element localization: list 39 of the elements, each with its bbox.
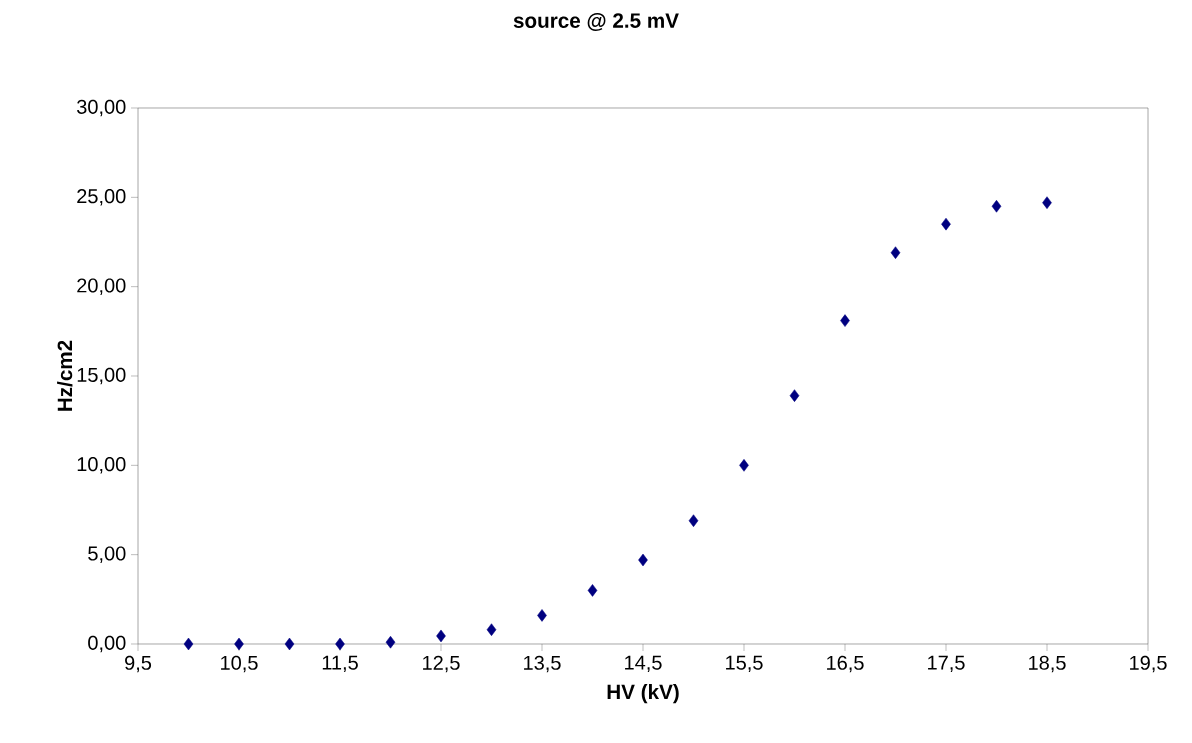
point <box>840 314 850 327</box>
y-tick-label: 25,00 <box>77 189 126 206</box>
y-axis-title: Hz/cm2 <box>57 340 73 411</box>
point <box>385 635 396 649</box>
point <box>183 637 194 651</box>
x-tick-label: 19,5 <box>1130 655 1167 673</box>
y-tick-label: 20,00 <box>77 278 126 295</box>
x-tick-label: 15,5 <box>726 655 763 673</box>
point <box>284 637 295 651</box>
x-tick-label: 16,5 <box>827 655 864 673</box>
point <box>486 623 497 636</box>
x-tick-label: 11,5 <box>322 655 358 673</box>
point <box>1042 196 1052 209</box>
point <box>991 199 1002 213</box>
x-tick-label: 12,5 <box>423 655 460 673</box>
y-tick-label: 15,00 <box>77 367 126 385</box>
chart-title: source @ 2.5 mV <box>513 13 679 31</box>
y-tick-label: 0,00 <box>88 635 126 653</box>
point <box>789 389 800 402</box>
point <box>234 637 244 651</box>
point <box>890 246 901 259</box>
y-tick-label: 30,00 <box>77 99 126 117</box>
x-tick-label: 10,5 <box>221 655 258 673</box>
x-tick-label: 13,5 <box>524 655 561 673</box>
y-tick-label: 10,00 <box>77 457 126 474</box>
x-tick-label: 14,5 <box>625 655 662 673</box>
x-axis-title: HV (kV) <box>607 684 679 704</box>
point <box>436 629 446 643</box>
point <box>638 553 648 567</box>
x-tick-label: 18,5 <box>1029 655 1066 673</box>
point <box>688 514 699 527</box>
y-tick-label: 5,00 <box>88 546 126 563</box>
point <box>587 584 598 597</box>
x-tick-label: 17,5 <box>928 655 965 673</box>
point <box>335 637 345 651</box>
x-tick-label: 9,5 <box>125 655 152 673</box>
point <box>941 217 951 231</box>
point <box>739 459 749 472</box>
point <box>537 609 547 622</box>
